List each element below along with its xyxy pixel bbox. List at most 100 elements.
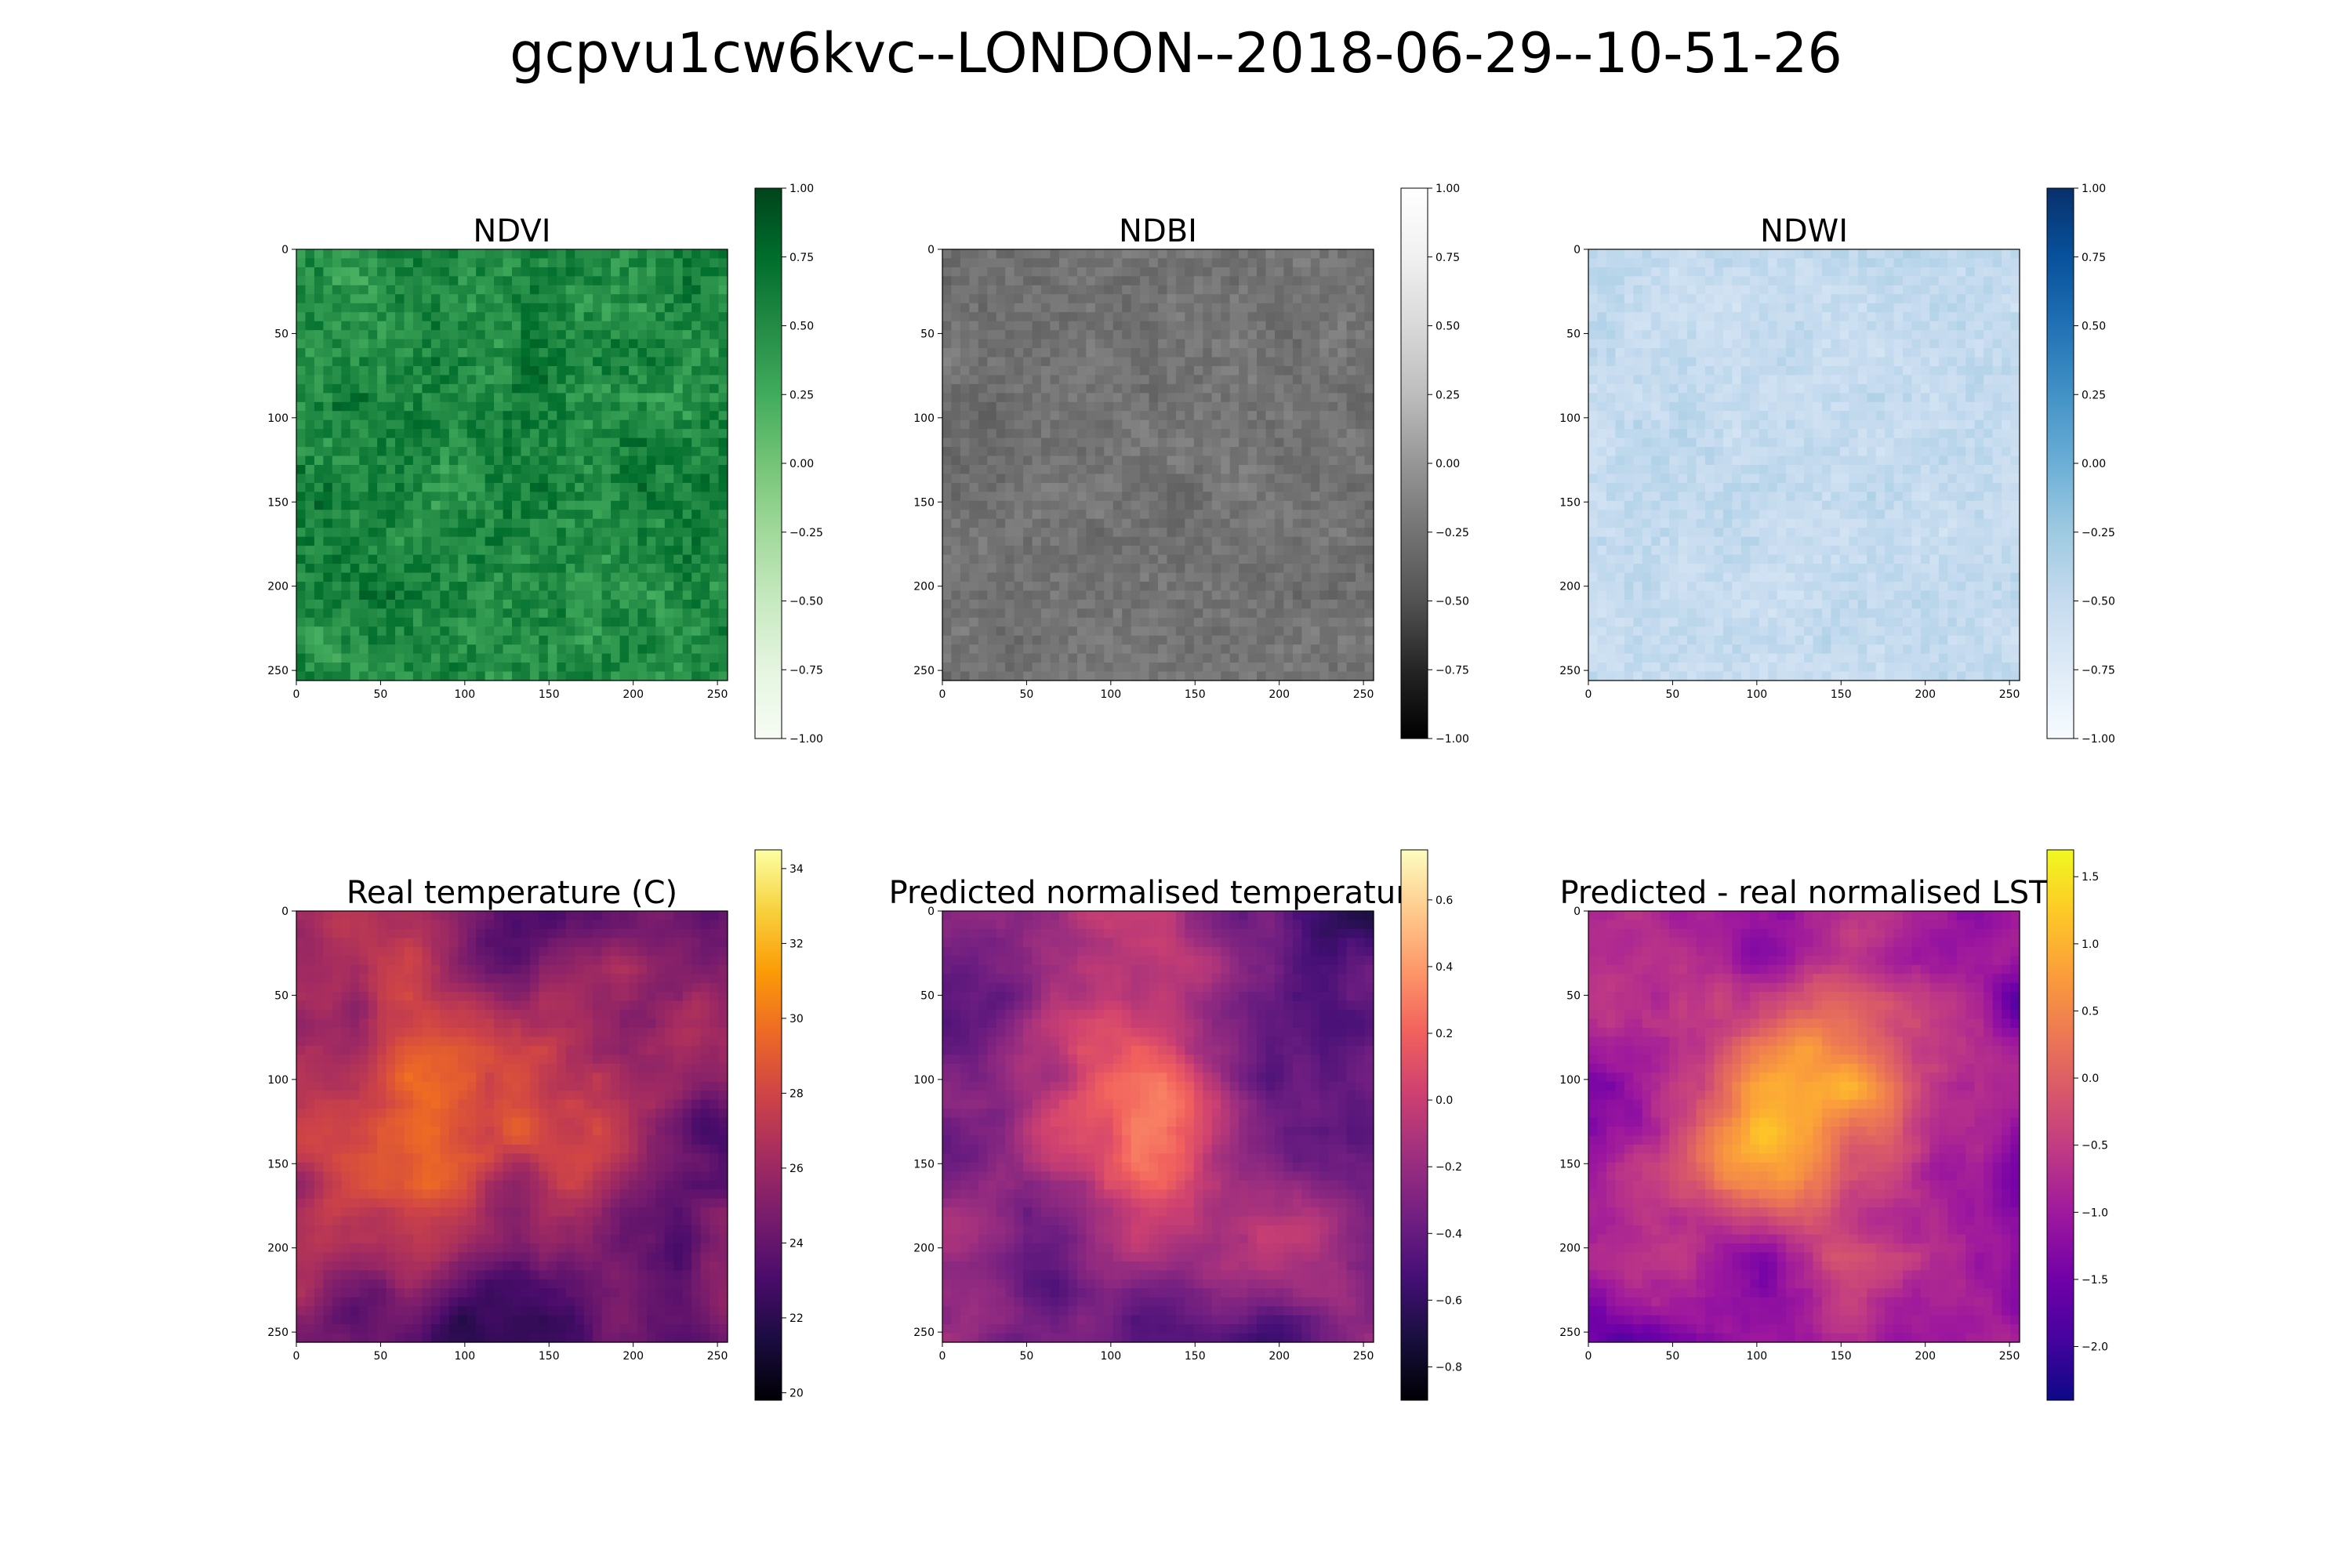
heatmap-cell [359,419,369,430]
heatmap-cell [637,330,648,340]
heatmap-cell [1597,258,1607,268]
heatmap-cell [1338,339,1348,349]
heatmap-cell [1346,383,1356,394]
heatmap-cell [1239,294,1249,304]
heatmap-cell [1346,474,1356,484]
heatmap-cell [1292,303,1302,313]
heatmap-cell [601,644,612,655]
heatmap-cell [323,590,333,601]
heatmap-cell [1086,564,1096,574]
heatmap-cell [1041,330,1051,340]
heatmap-cell [1929,267,1940,277]
heatmap-cell [314,465,324,475]
heatmap-cell [359,447,369,457]
heatmap-cell [529,546,539,556]
heatmap-cell [412,590,423,601]
heatmap-cell [619,348,630,358]
heatmap-cell [1023,644,1033,655]
heatmap-cell [440,662,450,673]
heatmap-cell [1185,635,1195,645]
heatmap-cell [1032,465,1042,475]
heatmap-cell [503,437,513,448]
heatmap-cell [664,312,674,322]
heatmap-cell [539,671,549,681]
heatmap-cell [691,644,702,655]
heatmap-cell [547,401,557,412]
heatmap-cell [1310,348,1320,358]
heatmap-cell [1221,492,1231,502]
heatmap-cell [611,581,621,592]
heatmap-cell [1732,276,1742,286]
heatmap-cell [368,608,378,619]
heatmap-cell [1167,564,1177,574]
heatmap-cell [1310,510,1320,520]
heatmap-cell [1338,546,1348,556]
heatmap-cell [987,383,997,394]
heatmap-cell [1112,644,1123,655]
heatmap-cell [1221,518,1231,528]
heatmap-cell [1032,662,1042,673]
heatmap-cell [323,635,333,645]
heatmap-cell [1328,617,1338,627]
heatmap-cell [682,365,692,376]
heatmap-cell [422,492,432,502]
heatmap-cell [1005,401,1015,412]
heatmap-cell [611,572,621,583]
heatmap-cell [476,653,486,663]
heatmap-cell [395,294,405,304]
heatmap-cell [637,546,648,556]
heatmap-cell [1140,258,1150,268]
heatmap-cell [969,465,979,475]
heatmap-cell [1023,411,1033,421]
heatmap-cell [1257,510,1267,520]
heatmap-cell [987,393,997,403]
heatmap-cell [1203,599,1213,609]
heatmap-cell [1310,671,1320,681]
heatmap-cell [1221,572,1231,583]
heatmap-cell [529,294,539,304]
heatmap-cell [430,510,441,520]
heatmap-cell [718,518,728,528]
heatmap-cell [332,492,342,502]
heatmap-cell [655,365,666,376]
heatmap-cell [2002,294,2012,304]
heatmap-cell [1149,536,1159,546]
heatmap-cell [1131,510,1141,520]
heatmap-cell [1058,644,1069,655]
heatmap-cell [332,510,342,520]
heatmap-cell [1005,492,1015,502]
heatmap-cell [412,267,423,277]
heatmap-cell [700,348,710,358]
heatmap-cell [942,383,953,394]
heatmap-cell [430,267,441,277]
heatmap-cell [1131,267,1141,277]
heatmap-cell [521,249,531,260]
heatmap-cell [960,617,970,627]
heatmap-cell [700,465,710,475]
heatmap-cell [377,312,387,322]
heatmap-cell [1346,546,1356,556]
heatmap-cell [412,429,423,439]
heatmap-cell [1086,590,1096,601]
heatmap-cell [494,375,504,385]
heatmap-cell [1346,294,1356,304]
heatmap-cell [1041,429,1051,439]
heatmap-cell [404,348,414,358]
heatmap-cell [960,375,970,385]
heatmap-cell [1624,249,1634,260]
heatmap-cell [404,437,414,448]
heatmap-cell [1094,626,1105,637]
heatmap-cell [1283,447,1294,457]
heatmap-cell [1831,267,1841,277]
heatmap-cell [395,465,405,475]
heatmap-cell [448,482,459,492]
heatmap-cell [987,536,997,546]
heatmap-cell [1292,419,1302,430]
heatmap-cell [350,303,360,313]
heatmap-cell [1140,267,1150,277]
heatmap-cell [458,564,468,574]
heatmap-cell [1283,330,1294,340]
heatmap-cell [1257,276,1267,286]
heatmap-cell [978,474,988,484]
heatmap-cell [996,617,1006,627]
